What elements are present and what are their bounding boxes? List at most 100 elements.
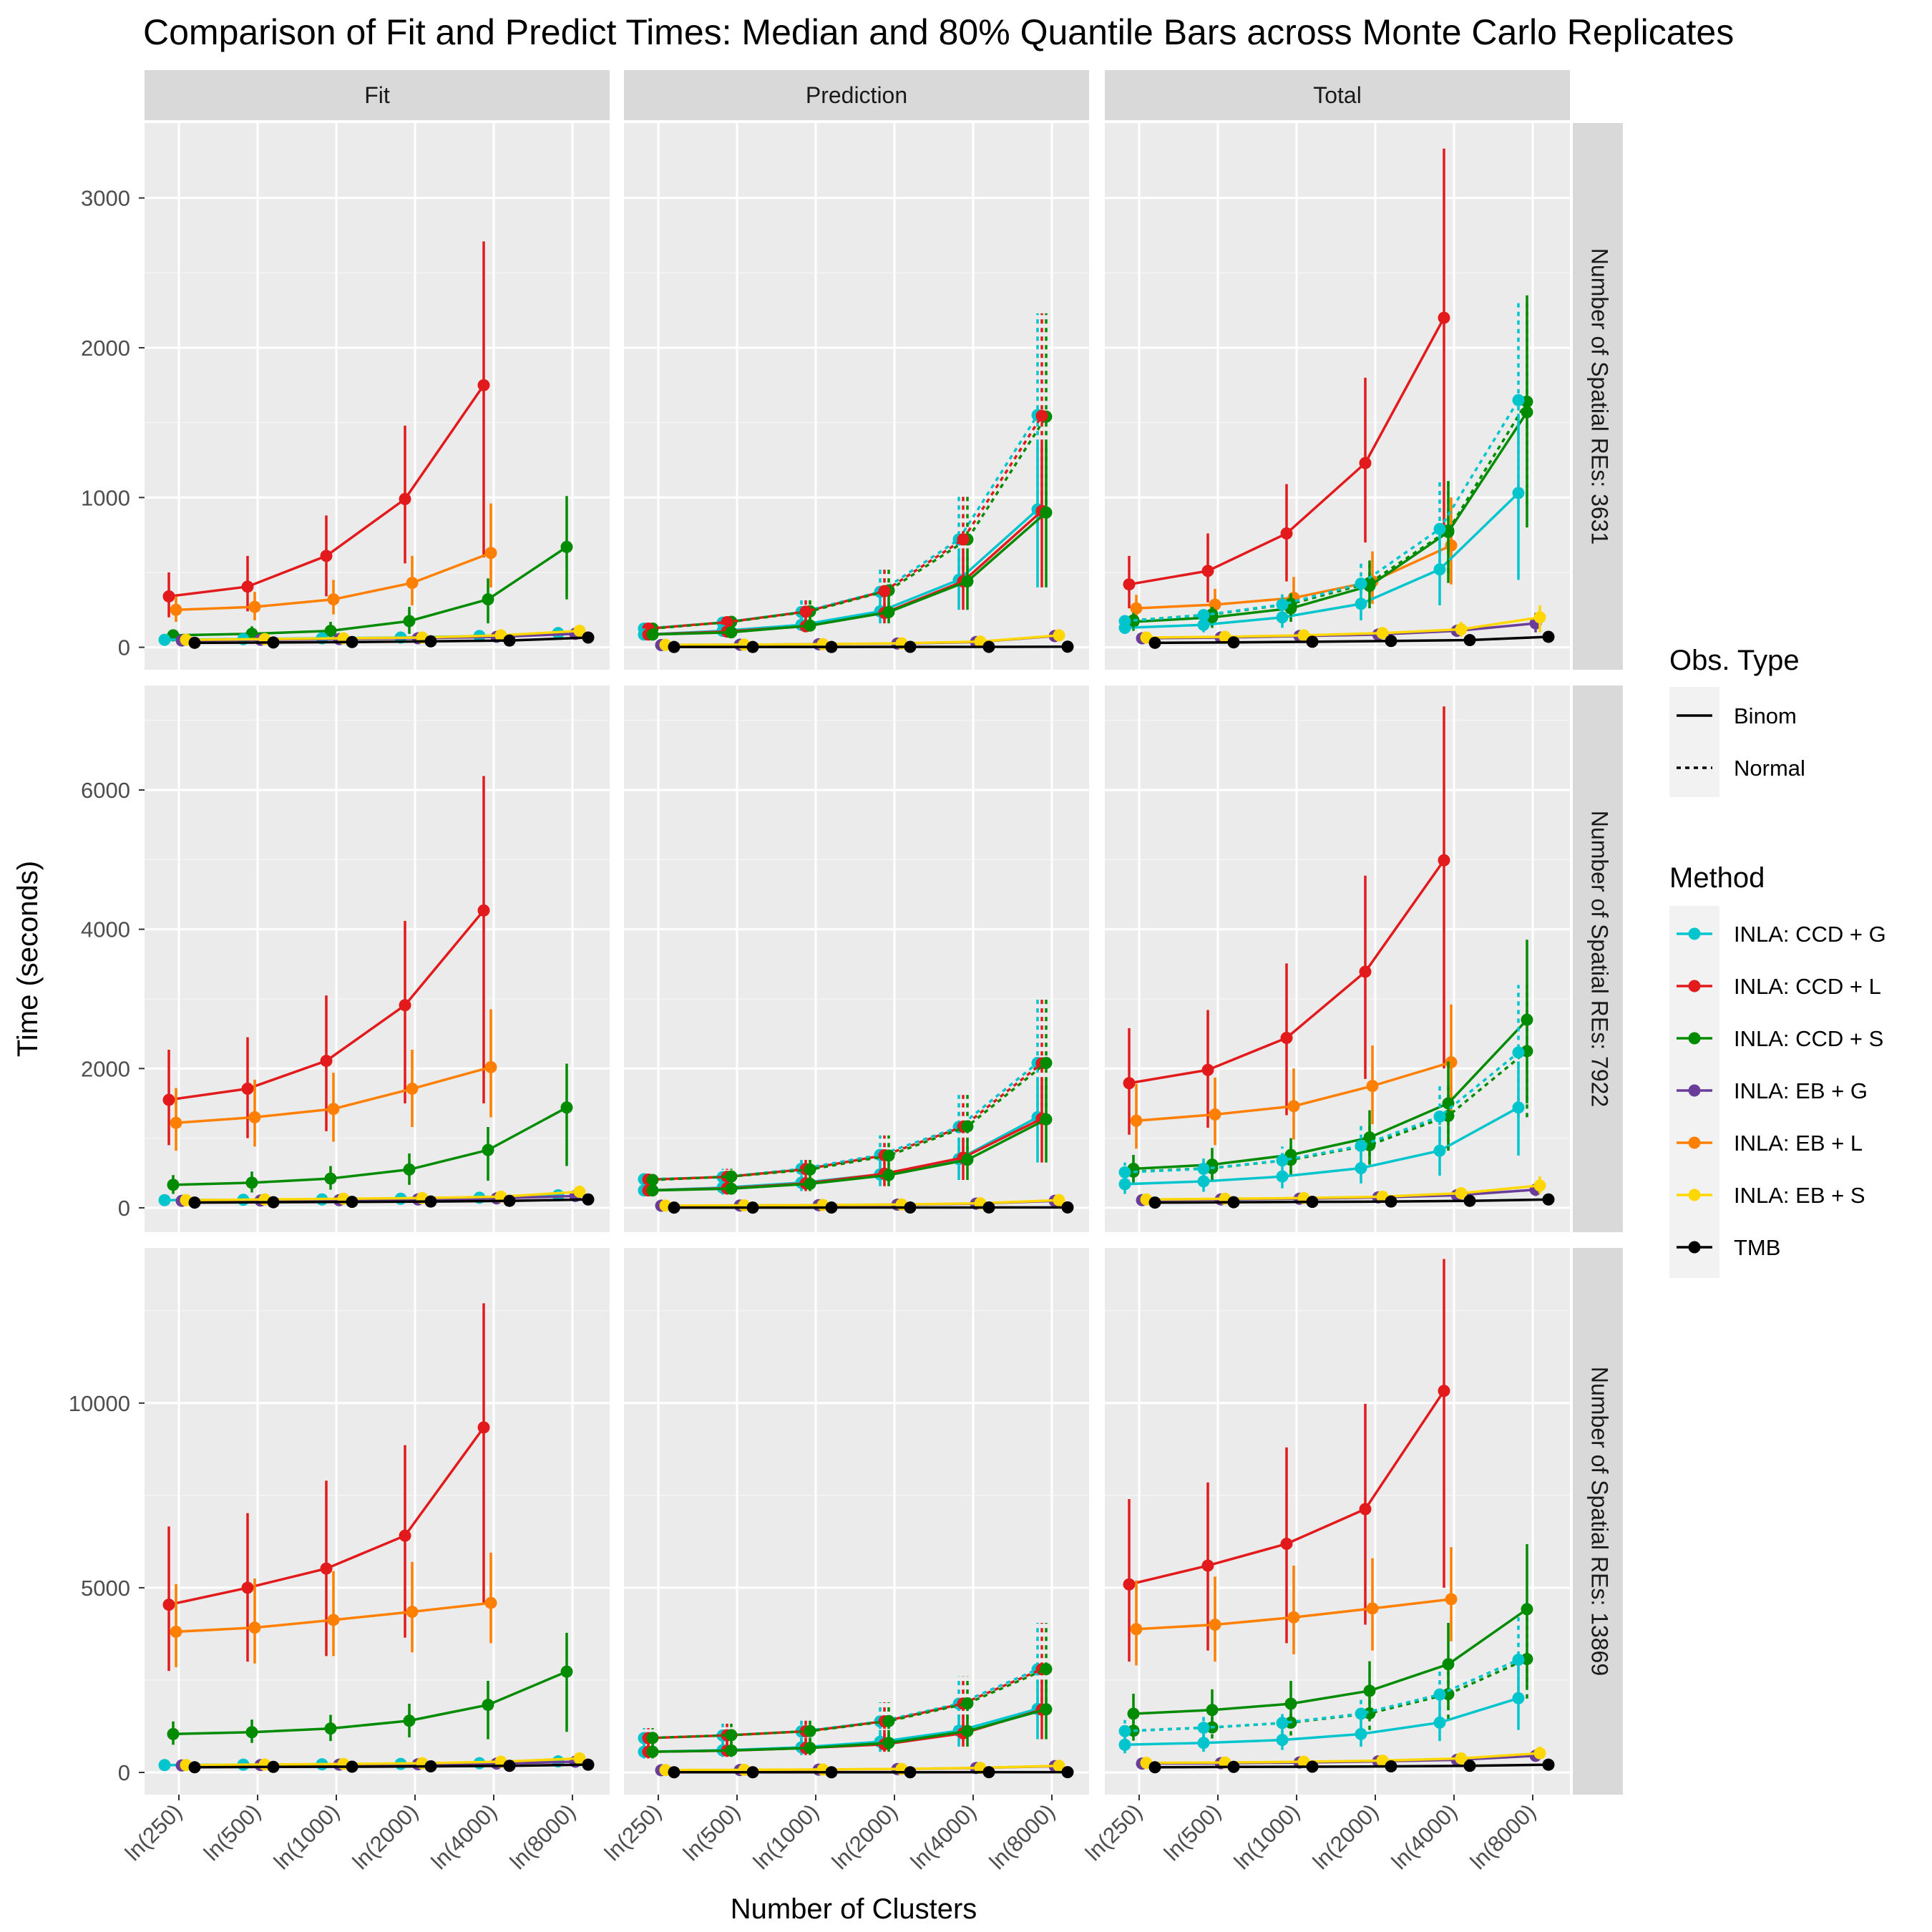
strip-prediction [624,70,1089,120]
panel-total-row-1 [1105,686,1570,1232]
data-point [1542,630,1555,643]
series-inla-ccd-l-binom [1123,1259,1450,1662]
data-point [961,575,974,588]
data-point [1197,1175,1210,1188]
series-line [665,1764,1060,1772]
legend-key-point-inla-eb-g [1688,1084,1701,1097]
panel-fit-row-2: ln(250) ln(500) ln(1000) ln(2000) ln(4000) ln… [120,1248,610,1874]
data-point [982,640,995,653]
series-tmb-binom [668,1201,1074,1214]
data-point [1123,1578,1136,1591]
series-line [185,1190,580,1201]
data-point [1197,1162,1210,1175]
series-inla-ccd-l-binom [1123,148,1450,609]
data-point [904,1766,917,1779]
data-point [188,1196,201,1209]
y-tick-label: 0 [118,1760,130,1785]
series-inla-ccd-s-binom [646,1679,1053,1759]
x-axis-title: Number of Clusters [731,1893,977,1925]
series-inla-ccd-l-binom [1123,706,1450,1135]
data-point [1306,1760,1319,1773]
series-line [1154,1763,1549,1769]
data-point [1433,1688,1446,1701]
data-point [1442,1658,1455,1671]
data-point [560,1101,573,1114]
data-point [1197,609,1210,622]
series-line [194,1763,589,1769]
series-line [194,636,589,645]
data-point [477,379,490,391]
series-line [1133,1608,1528,1715]
legend-label-normal: Normal [1734,756,1805,781]
series-inla-ccd-l-binom [162,1303,490,1672]
data-point [188,636,201,649]
data-point [162,1599,175,1611]
series-inla-ccd-l-binom [162,241,490,618]
data-point [1227,636,1240,649]
series-line [185,1757,580,1767]
data-point [1512,1654,1525,1667]
series-line [652,1062,1048,1181]
panel-prediction-row-2: ln(250) ln(500) ln(1000) ln(2000) ln(4000) ln… [600,1248,1089,1874]
data-point [1433,1716,1446,1729]
series-inla-ccd-g-normal [1118,1617,1525,1741]
series-tmb-binom [1148,630,1555,649]
data-point [1280,1031,1293,1044]
data-point [1219,630,1231,643]
strip-label-row-2: Number of Spatial REs: 13869 [1587,1367,1613,1676]
data-point [1197,618,1210,631]
data-point [1433,1110,1446,1123]
series-inla-eb-l-binom [170,1552,497,1667]
strip-fit [145,70,610,120]
data-point [1385,635,1397,648]
data-point [1287,1611,1300,1624]
series-line [652,1118,1047,1192]
data-point [399,999,411,1012]
data-point [804,1742,816,1755]
data-point [1463,1760,1476,1772]
legend-linetype-keybox [1669,687,1719,797]
data-point [1355,577,1367,590]
data-point [1455,1186,1468,1199]
data-point [477,904,490,917]
data-point [403,615,416,628]
legend-key-point-inla-eb-s [1688,1189,1701,1201]
legend-key-point-inla-eb-l [1688,1136,1701,1149]
series-line [665,634,1060,647]
data-point [725,1744,738,1757]
data-point [1130,1623,1143,1636]
series-inla-ccd-s-binom [646,1078,1053,1197]
series-tmb-binom [668,640,1074,653]
data-point [324,1172,337,1185]
data-point [1197,1737,1210,1750]
data-point [646,1174,659,1186]
data-point [1118,1738,1131,1751]
data-point [1355,1161,1367,1174]
series-line [1124,492,1520,630]
data-point [1533,1747,1546,1760]
data-point [1438,311,1450,324]
data-point [825,1766,838,1779]
data-point [1118,1724,1131,1737]
y-tick-label: 0 [118,635,130,660]
data-point [646,1745,659,1758]
series-line [172,1106,567,1186]
series-line [1124,399,1520,623]
data-point [1445,1056,1458,1069]
series-line [648,415,1043,630]
data-point [424,635,437,648]
data-point [482,1143,494,1156]
panel-background [1105,686,1570,1232]
series-inla-eb-s-binom [1140,1746,1546,1770]
series-line [643,1062,1039,1181]
data-point [158,1759,171,1772]
series-line [1133,401,1528,622]
panel-total-row-2: ln(250) ln(500) ln(1000) ln(2000) ln(4000) ln… [1080,1248,1570,1874]
data-point [327,593,340,606]
data-point [1118,1178,1131,1191]
data-point [162,1093,175,1106]
legend-method-title: Method [1669,862,1765,894]
data-point [1306,1196,1319,1209]
data-point [1061,1766,1074,1779]
series-line [1124,1051,1520,1174]
